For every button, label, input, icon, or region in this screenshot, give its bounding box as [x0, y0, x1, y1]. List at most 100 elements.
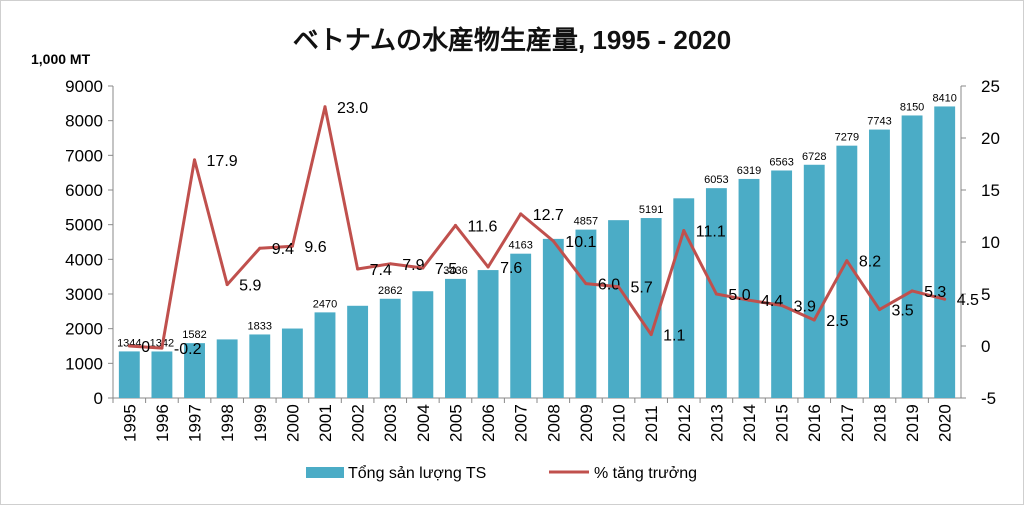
growth-data-label: 7.4 [370, 262, 392, 279]
growth-data-label: 5.3 [924, 284, 946, 301]
growth-point [225, 283, 229, 287]
y-right-tick-label: 5 [981, 285, 990, 304]
growth-data-label: 5.0 [728, 287, 750, 304]
bar [412, 291, 434, 398]
x-tick-label: 1999 [251, 404, 270, 442]
bar [575, 229, 597, 398]
x-tick-label: 2015 [773, 404, 792, 442]
bar [869, 129, 890, 399]
bar-data-label: 7743 [867, 116, 891, 128]
x-tick-label: 1998 [218, 404, 237, 442]
x-tick-label: 2006 [479, 404, 498, 442]
growth-data-label: 11.1 [696, 224, 726, 241]
x-tick-label: 2016 [805, 404, 824, 442]
bar-data-label: 7279 [835, 132, 859, 144]
y-left-tick-label: 4000 [65, 250, 103, 269]
growth-point [714, 292, 718, 296]
bar [445, 278, 466, 398]
growth-data-label: 10.1 [565, 234, 596, 251]
growth-point [584, 282, 588, 286]
x-tick-label: 2014 [740, 404, 759, 442]
x-tick-label: 1995 [120, 404, 139, 442]
growth-data-label: 2.5 [826, 313, 848, 330]
x-tick-label: 2008 [544, 404, 563, 442]
x-tick-label: 2009 [577, 404, 596, 442]
growth-data-label: 8.2 [859, 254, 881, 271]
x-tick-label: 2013 [707, 404, 726, 442]
bar-data-label: 2862 [378, 285, 402, 297]
bar [151, 351, 173, 398]
growth-point [812, 318, 816, 322]
growth-point [453, 223, 457, 227]
bar [934, 106, 956, 398]
plot-area: 0 1000 2000 3000 4000 5000 6000 7000 8000 9000 -5 0… [65, 77, 1000, 442]
x-tick-label: 2004 [414, 404, 433, 442]
growth-data-label: 6.0 [598, 277, 620, 294]
bar [640, 218, 662, 398]
growth-point [421, 266, 425, 270]
x-tick-label: 2003 [381, 404, 400, 442]
growth-point [356, 267, 360, 271]
y-left-tick-label: 0 [94, 389, 103, 408]
legend-label-bars: Tổng sản lượng TS [348, 464, 486, 482]
growth-data-label: 9.4 [272, 241, 294, 258]
bar [281, 328, 303, 398]
bar [184, 343, 205, 398]
y-axis-unit-label: 1,000 MT [31, 51, 91, 67]
bar [477, 270, 499, 398]
bar [608, 220, 629, 398]
y-right-tick-label: 0 [981, 337, 990, 356]
x-tick-label: 2000 [283, 404, 302, 442]
bar-data-label: 6728 [802, 151, 826, 163]
growth-point [127, 344, 131, 348]
growth-point [943, 297, 947, 301]
growth-point [780, 303, 784, 307]
bar [249, 334, 271, 398]
bar [510, 253, 532, 398]
x-tick-label: 2011 [642, 405, 661, 442]
growth-point [486, 265, 490, 269]
growth-data-label: 3.9 [794, 298, 816, 315]
y-right-tick-label: 10 [981, 233, 1000, 252]
bar-data-label: 2470 [313, 298, 337, 310]
bar-data-label: 8410 [932, 92, 956, 104]
bar-data-label: 3436 [443, 265, 467, 277]
chart-title: ベトナムの水産物生産量, 1995 - 2020 [293, 25, 731, 55]
bar [771, 170, 793, 398]
bar-data-label: 8150 [900, 101, 924, 113]
legend-label-line: % tăng trưởng [594, 465, 697, 482]
bar [901, 115, 923, 398]
growth-point [617, 285, 621, 289]
growth-data-label: 9.6 [304, 239, 326, 256]
growth-data-label: 1.1 [663, 328, 685, 345]
bar [347, 305, 369, 398]
x-tick-label: 2010 [610, 404, 629, 442]
bar [379, 298, 401, 398]
x-tick-label: 1997 [186, 404, 205, 442]
growth-data-label: 5.7 [631, 280, 653, 297]
y-left-tick-label: 8000 [65, 112, 103, 131]
bar-data-label: 6053 [704, 174, 728, 186]
bar [803, 164, 825, 398]
legend: Tổng sản lượng TS % tăng trưởng [306, 464, 697, 482]
growth-point [551, 239, 555, 243]
bar [836, 145, 858, 398]
x-tick-label: 2002 [349, 404, 368, 442]
growth-point [682, 229, 686, 233]
growth-point [290, 244, 294, 248]
growth-point [519, 212, 523, 216]
x-tick-label: 2005 [446, 404, 465, 442]
growth-data-label: 12.7 [533, 207, 564, 224]
growth-data-label: 7.5 [435, 261, 457, 278]
bar [216, 339, 238, 398]
growth-data-label: 7.6 [500, 260, 522, 277]
y-left-tick-label: 9000 [65, 77, 103, 96]
growth-point [877, 308, 881, 312]
growth-point [388, 262, 392, 266]
growth-point [747, 298, 751, 302]
y-left-tick-label: 6000 [65, 181, 103, 200]
growth-point [845, 259, 849, 263]
x-tick-label: 2018 [870, 404, 889, 442]
